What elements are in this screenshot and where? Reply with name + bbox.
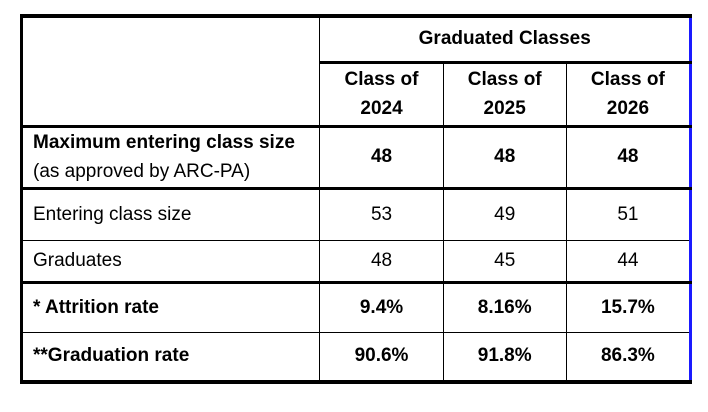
cell: 86.3% bbox=[565, 331, 692, 383]
row: Maximum entering class size (as approved… bbox=[20, 125, 692, 190]
label-text: Maximum entering class size bbox=[33, 132, 295, 153]
row-label: * Attrition rate bbox=[20, 281, 321, 333]
group-header: Graduated Classes bbox=[319, 15, 691, 64]
cell: 8.16% bbox=[442, 281, 567, 333]
label-note: (as approved by ARC-PA) bbox=[33, 161, 251, 182]
cell: 49 bbox=[442, 187, 567, 241]
header-row: Graduated Classes bbox=[20, 15, 691, 128]
column-text: Class of 2026 bbox=[590, 69, 665, 119]
cell: 48 bbox=[319, 239, 444, 284]
row-label: **Graduation rate bbox=[20, 331, 321, 383]
row: Graduates 48 45 44 bbox=[20, 239, 692, 284]
column-text: Class of 2024 bbox=[344, 69, 419, 119]
row: **Graduation rate 90.6% 91.8% 86.3% bbox=[20, 331, 692, 383]
column-header: Class of 2024 bbox=[319, 61, 444, 128]
row-label: Entering class size bbox=[20, 187, 321, 241]
cell: 90.6% bbox=[319, 331, 444, 383]
cell: 15.7% bbox=[565, 281, 692, 333]
cell: 53 bbox=[319, 187, 444, 241]
cell: 44 bbox=[565, 239, 692, 284]
column-text: Class of 2025 bbox=[467, 69, 542, 119]
column-header: Class of 2026 bbox=[565, 61, 692, 128]
cell: 91.8% bbox=[442, 331, 567, 383]
cell: 48 bbox=[442, 125, 567, 190]
cell: 9.4% bbox=[319, 281, 444, 333]
row: Entering class size 53 49 51 bbox=[20, 187, 692, 241]
row-label: Maximum entering class size (as approved… bbox=[20, 125, 321, 190]
cell: 51 bbox=[565, 187, 692, 241]
corner-cell bbox=[20, 15, 321, 128]
cell: 48 bbox=[319, 125, 444, 190]
cell: 48 bbox=[565, 125, 692, 190]
admissions-table: Graduated Classes Class of 2024 Class of… bbox=[20, 14, 692, 384]
cell: 45 bbox=[442, 239, 567, 284]
column-header: Class of 2025 bbox=[442, 61, 567, 128]
row-label: Graduates bbox=[20, 239, 321, 284]
row: * Attrition rate 9.4% 8.16% 15.7% bbox=[20, 281, 692, 333]
class-row: Class of 2024 Class of 2025 Class of 202… bbox=[22, 61, 692, 128]
